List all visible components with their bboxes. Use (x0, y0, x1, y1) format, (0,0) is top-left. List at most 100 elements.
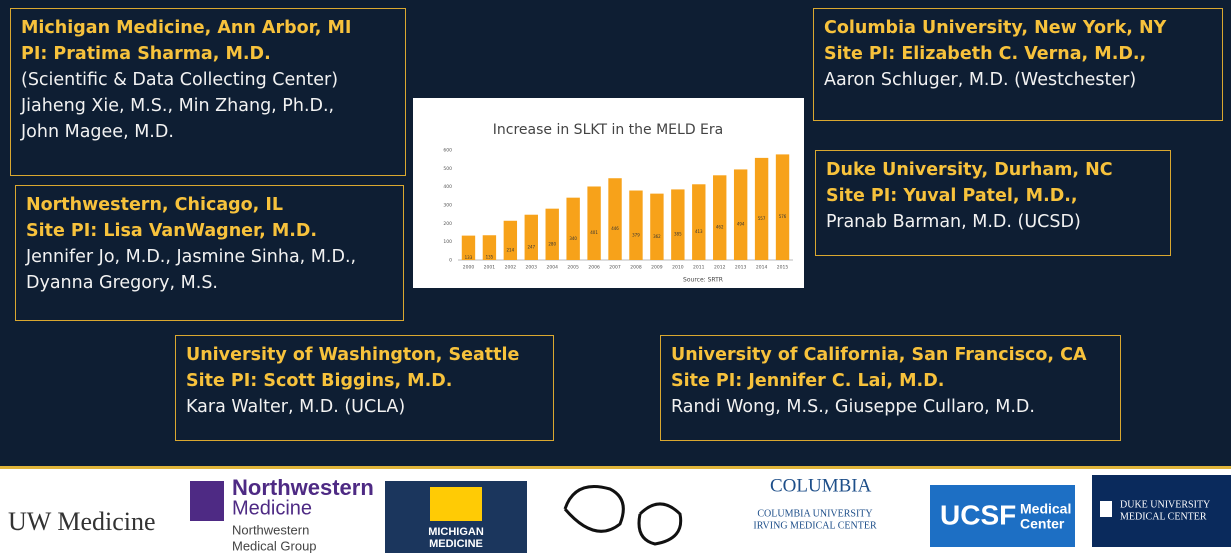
site-member: Pranab Barman, M.D. (UCSD) (826, 212, 1081, 232)
logo-text: Medicine (232, 497, 312, 519)
logo-text: MEDICINE (429, 538, 483, 550)
duke-logo-bg (1092, 475, 1231, 547)
site-title: University of Washington, Seattle (186, 345, 520, 365)
ucsf-logo-bg (930, 485, 1075, 547)
site-box: Columbia University, New York, NY Site PI… (813, 8, 1223, 121)
michigan-mark (430, 487, 482, 521)
site-member: (Scientific & Data Collecting Center) (21, 70, 339, 90)
bar (733, 169, 748, 260)
logo-strip: UW MedicineNorthwesternMedicineNorthwest… (8, 475, 1231, 553)
northwestern-mark (190, 481, 224, 521)
x-tick-label: 2002 (505, 265, 517, 271)
bar (671, 189, 685, 260)
value-label: 379 (632, 232, 640, 237)
organ-icon (563, 485, 683, 546)
value-label: 133 (465, 255, 473, 260)
value-label: 446 (611, 226, 619, 231)
bar (650, 193, 664, 260)
site-pi: PI: Pratima Sharma, M.D. (21, 44, 271, 64)
x-tick-label: 2014 (756, 265, 768, 271)
y-tick-label: 600 (443, 148, 452, 154)
bar (566, 197, 580, 260)
logo-text: UW Medicine (8, 507, 156, 536)
site-pi: Site PI: Lisa VanWagner, M.D. (26, 221, 318, 241)
value-label: 362 (653, 234, 661, 239)
site-pi: Site PI: Yuval Patel, M.D., (826, 186, 1078, 206)
site-pi: Site PI: Scott Biggins, M.D. (186, 371, 453, 391)
logo-text: Medical (1020, 501, 1071, 517)
logo-text: COLUMBIA UNIVERSITY (757, 508, 872, 519)
logo-text: Center (1020, 516, 1065, 532)
bar (775, 154, 790, 260)
logo-text: UCSF (940, 499, 1016, 530)
logo-text: IRVING MEDICAL CENTER (753, 520, 877, 531)
x-tick-label: 2001 (484, 265, 496, 271)
site-member: Dyanna Gregory, M.S. (26, 273, 218, 293)
y-tick-label: 100 (443, 239, 452, 245)
bar (629, 190, 643, 260)
y-tick-label: 400 (443, 184, 452, 190)
chart-title: Increase in SLKT in the MELD Era (493, 122, 723, 138)
x-tick-label: 2009 (651, 265, 663, 271)
value-label: 214 (507, 247, 515, 252)
duke-shield (1100, 501, 1112, 517)
site-member: Randi Wong, M.S., Giuseppe Cullaro, M.D. (671, 397, 1035, 417)
bar (524, 214, 538, 260)
site-box: University of Washington, Seattle Site PI… (175, 335, 554, 441)
bar (713, 175, 727, 260)
x-tick-label: 2005 (567, 265, 579, 271)
bar (545, 208, 559, 260)
chart: Increase in SLKT in the MELD Era Source:… (413, 98, 804, 288)
bar (503, 220, 518, 260)
site-member: Aaron Schluger, M.D. (Westchester) (824, 70, 1137, 90)
bar (587, 186, 601, 260)
logo-text: DUKE UNIVERSITY (1120, 499, 1210, 510)
bar (461, 235, 476, 260)
x-tick-label: 2015 (777, 265, 789, 271)
bar (608, 178, 622, 260)
site-pi: Site PI: Jennifer C. Lai, M.D. (671, 371, 945, 391)
site-box: University of California, San Francisco,… (660, 335, 1121, 441)
bar (482, 235, 497, 260)
x-tick-label: 2012 (714, 265, 726, 271)
x-tick-label: 2007 (609, 265, 621, 271)
value-label: 340 (569, 236, 577, 241)
value-label: 135 (486, 255, 494, 260)
site-title: Michigan Medicine, Ann Arbor, MI (21, 18, 352, 38)
x-tick-label: 2004 (546, 265, 558, 271)
value-label: 247 (527, 244, 535, 249)
value-label: 494 (737, 222, 745, 227)
x-tick-label: 2011 (693, 265, 705, 271)
x-tick-label: 2000 (463, 265, 475, 271)
site-title: Columbia University, New York, NY (824, 18, 1167, 38)
x-tick-label: 2003 (526, 265, 538, 271)
site-member: Jiaheng Xie, M.S., Min Zhang, Ph.D., (21, 96, 335, 116)
logo-text: MICHIGAN (428, 526, 484, 538)
value-label: 462 (716, 225, 724, 230)
x-tick-label: 2013 (735, 265, 747, 271)
value-label: 576 (779, 214, 787, 219)
value-label: 280 (548, 241, 556, 246)
site-member: Kara Walter, M.D. (UCLA) (186, 397, 406, 417)
value-label: 385 (674, 232, 682, 237)
y-tick-label: 300 (443, 203, 452, 209)
site-pi: Site PI: Elizabeth C. Verna, M.D., (824, 44, 1147, 64)
site-title: University of California, San Francisco,… (671, 345, 1087, 365)
y-tick-label: 0 (449, 258, 452, 264)
x-tick-label: 2010 (672, 265, 684, 271)
value-label: 413 (695, 229, 703, 234)
logo-text: Northwestern (232, 522, 309, 537)
site-box: Duke University, Durham, NC Site PI: Yuva… (815, 150, 1171, 256)
site-title: Northwestern, Chicago, IL (26, 195, 284, 215)
value-label: 401 (590, 230, 598, 235)
bar (754, 157, 769, 260)
logo-text: Medical Group (232, 538, 317, 553)
bar (692, 184, 706, 260)
x-tick-label: 2006 (588, 265, 600, 271)
y-tick-label: 200 (443, 221, 452, 227)
x-tick-label: 2008 (630, 265, 642, 271)
site-box: Michigan Medicine, Ann Arbor, MI PI: Prat… (10, 8, 406, 176)
logo-text: COLUMBIA (770, 475, 872, 496)
y-tick-label: 500 (443, 166, 452, 172)
